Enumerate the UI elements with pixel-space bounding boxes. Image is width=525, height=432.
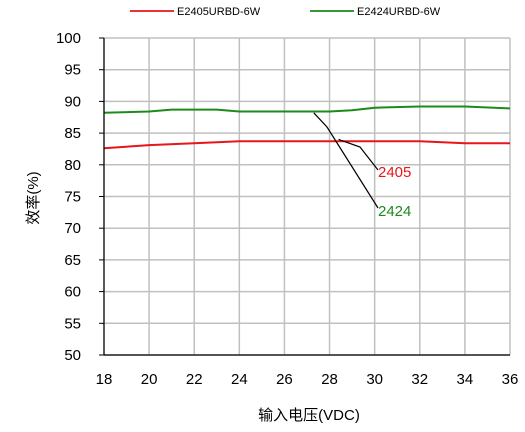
x-tick-label: 22 — [186, 371, 203, 388]
y-tick-label: 85 — [64, 125, 81, 142]
annotation-label-2405: 2405 — [378, 164, 411, 181]
x-tick-label: 30 — [366, 371, 383, 388]
annotation-leader-2405 — [338, 138, 379, 171]
y-axis-label: 效率(%) — [25, 171, 42, 224]
series-line-e2424urbd-6w — [103, 105, 511, 114]
annotation-layer: 2405 2424 — [313, 112, 411, 220]
legend: E2405URBD-6W E2424URBD-6W — [130, 6, 441, 18]
annotation-leader-2424 — [313, 112, 379, 209]
y-tick-label: 50 — [64, 347, 81, 364]
grid — [103, 37, 511, 356]
y-tick-label: 70 — [64, 220, 81, 237]
y-tick-label: 80 — [64, 157, 81, 174]
y-tick-label: 60 — [64, 284, 81, 301]
axes — [99, 37, 510, 356]
y-tick-label: 90 — [64, 93, 81, 110]
x-tick-label: 18 — [96, 371, 113, 388]
x-tick-label: 26 — [276, 371, 293, 388]
y-tick-label: 95 — [64, 62, 81, 79]
tick-labels: 18 20 22 24 26 28 30 32 34 36 50 55 60 65 70 75 80 85 90 95… — [56, 30, 518, 388]
legend-label-e2424urbd-6w: E2424URBD-6W — [357, 6, 441, 18]
y-tick-label: 65 — [64, 252, 81, 269]
x-tick-label: 34 — [457, 371, 474, 388]
annotation-label-2424: 2424 — [378, 203, 411, 220]
x-tick-label: 24 — [231, 371, 248, 388]
y-tick-label: 75 — [64, 189, 81, 206]
legend-label-e2405urbd-6w: E2405URBD-6W — [177, 6, 261, 18]
x-axis-label: 输入电压(VDC) — [258, 407, 360, 424]
y-tick-label: 55 — [64, 315, 81, 332]
x-tick-label: 36 — [502, 371, 519, 388]
y-tick-label: 100 — [56, 30, 81, 47]
x-tick-label: 32 — [411, 371, 428, 388]
x-tick-label: 28 — [321, 371, 338, 388]
series-line-e2405urbd-6w — [103, 140, 510, 150]
x-tick-label: 20 — [141, 371, 158, 388]
series-layer — [103, 105, 511, 150]
